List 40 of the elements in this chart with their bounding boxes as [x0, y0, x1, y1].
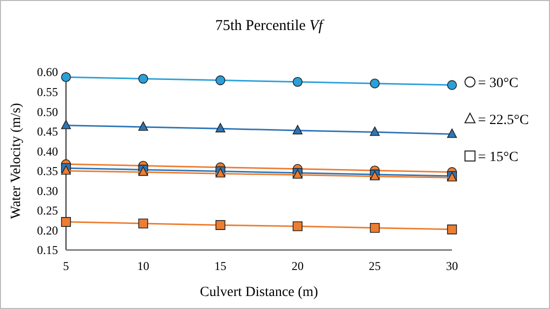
point: [292, 124, 302, 134]
point: [216, 220, 226, 230]
y-tick-label: 0.60: [37, 65, 58, 80]
x-tick-label: 30: [446, 259, 458, 273]
point: [370, 222, 380, 233]
point: [216, 122, 226, 132]
point: [292, 77, 302, 87]
x-tick-label: 5: [63, 259, 69, 273]
point: [138, 218, 148, 228]
point: [370, 126, 380, 136]
point: [447, 224, 457, 234]
point: [447, 80, 457, 90]
x-axis-title: Culvert Distance (m): [200, 285, 318, 300]
y-tick-label: 0.40: [37, 144, 58, 158]
point: [61, 217, 71, 227]
y-tick-label: 0.20: [37, 223, 58, 238]
text: = 22.5°C: [478, 112, 529, 128]
y-tick-label: 0.30: [37, 184, 58, 198]
y-tick-label: 0.35: [37, 164, 58, 178]
point: [447, 128, 457, 138]
text: = 15°C: [478, 150, 518, 165]
point: [61, 120, 71, 130]
y-axis-title: Water Velocity (m/s): [9, 102, 24, 220]
point: [138, 121, 148, 131]
text: = 30°C: [478, 76, 518, 91]
x-tick-label: 10: [137, 259, 150, 273]
point: [61, 72, 71, 82]
y-tick-label: 0.25: [37, 204, 58, 218]
x-tick-label: 25: [368, 259, 381, 273]
y-tick-label: 0.15: [37, 243, 58, 258]
point: [292, 221, 302, 232]
point: [138, 74, 148, 84]
y-tick-label: 0.55: [37, 84, 58, 99]
x-tick-label: 15: [214, 259, 226, 273]
y-tick-label: 0.50: [37, 104, 58, 119]
point: [370, 78, 380, 88]
x-tick-label: 20: [292, 259, 304, 273]
point: [216, 75, 226, 86]
chart-title: 75th Percentile Vf: [215, 18, 325, 34]
y-tick-label: 0.45: [37, 124, 58, 139]
